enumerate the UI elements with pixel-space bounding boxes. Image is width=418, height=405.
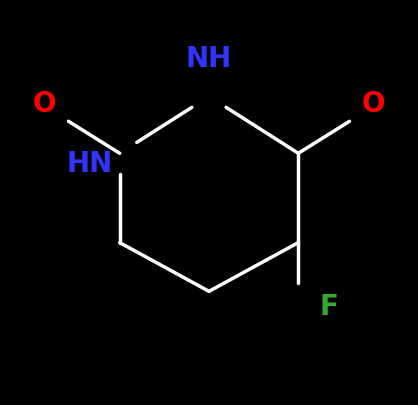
- Text: O: O: [362, 90, 385, 117]
- Text: F: F: [319, 292, 338, 320]
- Text: NH: NH: [186, 45, 232, 73]
- Text: O: O: [33, 90, 56, 117]
- Text: HN: HN: [66, 150, 112, 178]
